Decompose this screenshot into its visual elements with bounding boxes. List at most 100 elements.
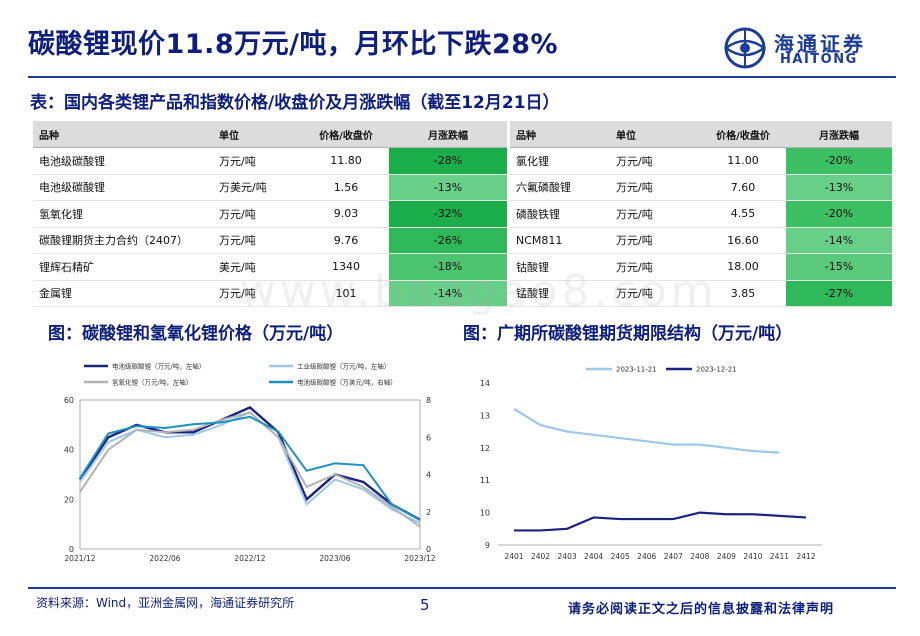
header-change: 月涨跌幅	[389, 121, 507, 148]
product-unit: 万元/吨	[610, 174, 700, 201]
product-price: 18.00	[700, 253, 786, 281]
monthly-change: -20%	[786, 200, 892, 228]
x-tick-label: 2406	[637, 552, 656, 561]
x-tick-label: 2403	[558, 552, 577, 561]
product-unit: 万元/吨	[610, 147, 700, 175]
y-tick-label: 14	[480, 379, 490, 388]
y-tick-label: 12	[480, 444, 490, 453]
product-price: 3.85	[700, 280, 786, 307]
legend-label: 工业级碳酸锂（万元/吨，左轴）	[297, 362, 390, 371]
monthly-change: -14%	[786, 227, 892, 254]
data-source: 资料来源：Wind，亚洲金属网，海通证券研究所	[36, 596, 295, 610]
y-right-tick-label: 0	[426, 545, 431, 554]
monthly-change: -14%	[389, 280, 507, 307]
product-unit: 万元/吨	[213, 227, 303, 254]
product-unit: 万元/吨	[610, 227, 700, 254]
series-line	[79, 415, 421, 521]
series-line	[79, 411, 421, 528]
legend-label: 电池级碳酸锂（万元/吨，左轴）	[112, 362, 205, 371]
monthly-change: -20%	[786, 147, 892, 175]
haitong-logo: 海通证券 HAITONG	[720, 26, 890, 70]
product-name: 电池级碳酸锂	[33, 174, 213, 201]
y-tick-label: 10	[480, 509, 490, 518]
x-tick-label: 2407	[664, 552, 683, 561]
y-right-tick-label: 8	[426, 396, 431, 405]
x-tick-label: 2022/06	[149, 554, 180, 563]
y-left-tick-label: 0	[69, 545, 74, 554]
table-row: 金属锂 万元/吨 101 -14% 锰酸锂 万元/吨 3.85 -27%	[33, 280, 892, 307]
table-header-row: 品种 单位 价格/收盘价 月涨跌幅 品种 单位 价格/收盘价 月涨跌幅	[33, 121, 892, 148]
product-price: 11.80	[303, 147, 389, 175]
product-price: 1340	[303, 253, 389, 281]
legend-label: 氢氧化锂（万元/吨，左轴）	[112, 378, 192, 387]
logo-english-name: HAITONG	[780, 52, 858, 67]
table-caption: 表：国内各类锂产品和指数价格/收盘价及月涨跌幅（截至12月21日）	[30, 93, 560, 113]
table-row: 碳酸锂期货主力合约（2407） 万元/吨 9.76 -26% NCM811 万元…	[33, 227, 892, 254]
legend-label: 2023-11-21	[616, 366, 657, 374]
monthly-change: -13%	[389, 174, 507, 201]
product-price: 9.03	[303, 200, 389, 228]
y-tick-label: 9	[485, 541, 490, 550]
product-name: 电池级碳酸锂	[33, 147, 213, 175]
series-line	[79, 411, 421, 524]
haitong-emblem-icon	[723, 27, 767, 69]
table-row: 氢氧化锂 万元/吨 9.03 -32% 磷酸铁锂 万元/吨 4.55 -20%	[33, 200, 892, 228]
y-left-tick-label: 40	[64, 446, 74, 455]
x-tick-label: 2404	[584, 552, 603, 561]
column-separator	[507, 227, 510, 254]
series-line	[513, 407, 780, 454]
product-price: 7.60	[700, 174, 786, 201]
product-name: 锂辉石精矿	[33, 253, 213, 281]
product-name: NCM811	[510, 227, 610, 254]
monthly-change: -15%	[786, 253, 892, 281]
y-tick-label: 13	[480, 411, 490, 420]
monthly-change: -13%	[786, 174, 892, 201]
product-price: 11.00	[700, 147, 786, 175]
product-name: 磷酸铁锂	[510, 200, 610, 228]
product-name: 钴酸锂	[510, 253, 610, 281]
product-unit: 万元/吨	[213, 280, 303, 307]
column-separator	[507, 200, 510, 227]
table-row: 电池级碳酸锂 万元/吨 11.80 -28% 氯化锂 万元/吨 11.00 -2…	[33, 147, 892, 175]
y-left-tick-label: 60	[64, 396, 74, 405]
column-separator	[507, 174, 510, 201]
chart-title-futures-term-structure: 图：广期所碳酸锂期货期限结构（万元/吨）	[463, 324, 793, 344]
table-row: 电池级碳酸锂 万美元/吨 1.56 -13% 六氟磷酸锂 万元/吨 7.60 -…	[33, 174, 892, 201]
header-divider	[28, 76, 896, 78]
series-line	[514, 511, 807, 532]
monthly-change: -18%	[389, 253, 507, 281]
y-right-tick-label: 4	[426, 471, 431, 480]
product-unit: 万元/吨	[610, 200, 700, 228]
product-price: 1.56	[303, 174, 389, 201]
legend-label: 电池级碳酸锂（万美元/吨，右轴）	[297, 378, 397, 387]
product-price: 9.76	[303, 227, 389, 254]
product-unit: 万元/吨	[610, 253, 700, 281]
product-name: 金属锂	[33, 280, 213, 307]
plot-frame	[79, 399, 421, 550]
x-tick-label: 2402	[531, 552, 550, 561]
product-unit: 美元/吨	[213, 253, 303, 281]
chart-title-lithium-prices: 图：碳酸锂和氢氧化锂价格（万元/吨）	[48, 324, 344, 344]
product-unit: 万元/吨	[610, 280, 700, 307]
page-number: 5	[420, 596, 430, 614]
header-unit: 单位	[213, 121, 303, 148]
y-tick-label: 11	[480, 476, 490, 485]
column-separator	[507, 280, 510, 307]
x-tick-label: 2023/12	[404, 554, 435, 563]
table-row: 锂辉石精矿 美元/吨 1340 -18% 钴酸锂 万元/吨 18.00 -15%	[33, 253, 892, 281]
product-price: 101	[303, 280, 389, 307]
column-separator	[507, 121, 510, 148]
product-unit: 万元/吨	[213, 200, 303, 228]
product-name: 六氟磷酸锂	[510, 174, 610, 201]
header-product: 品种	[33, 121, 213, 148]
product-price: 4.55	[700, 200, 786, 228]
monthly-change: -26%	[389, 227, 507, 254]
column-separator	[507, 253, 510, 280]
x-tick-label: 2023/06	[319, 554, 350, 563]
disclaimer: 请务必阅读正文之后的信息披露和法律声明	[568, 602, 835, 617]
x-tick-label: 2411	[770, 552, 789, 561]
monthly-change: -28%	[389, 147, 507, 175]
logo-chinese-name: 海通证券	[774, 32, 866, 56]
legend-label: 2023-12-21	[696, 366, 737, 374]
x-tick-label: 2408	[690, 552, 709, 561]
